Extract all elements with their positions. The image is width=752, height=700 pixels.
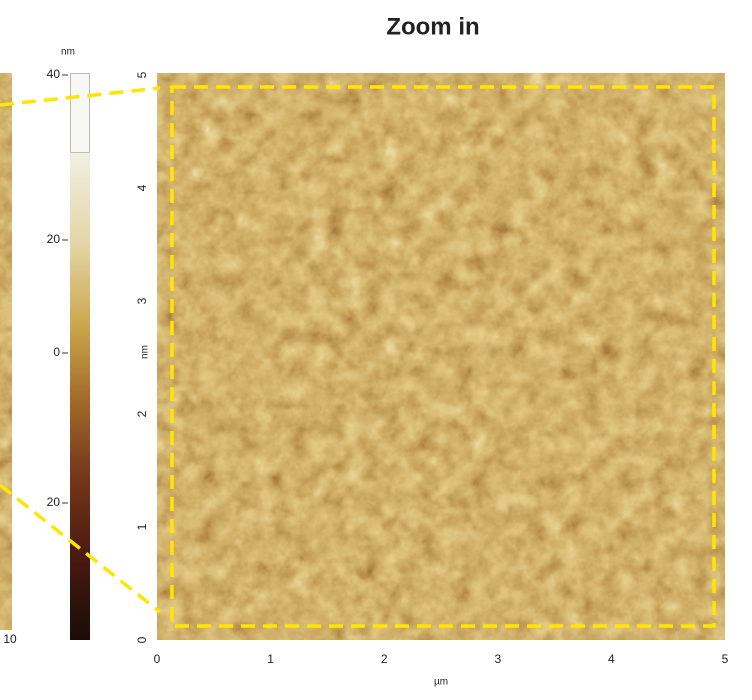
x-tick-label: 5 <box>722 652 729 666</box>
figure-title: Zoom in <box>386 13 479 40</box>
left-image-edge <box>0 73 12 630</box>
x-axis-label: µm <box>434 677 448 688</box>
zoom-markers <box>0 85 716 628</box>
y-axis-label: nm <box>140 345 151 359</box>
x-tick-label: 2 <box>381 652 388 666</box>
colorbar-unit: nm <box>61 47 75 58</box>
x-tick-label: 4 <box>608 652 615 666</box>
y-tick-label: 0 <box>135 636 149 643</box>
colorbar-top <box>70 73 90 153</box>
colorbar-tick-label: 20 <box>47 495 61 509</box>
left-x-tick-label: 10 <box>3 632 17 646</box>
x-tick-label: 1 <box>267 652 274 666</box>
y-tick-label: 4 <box>135 184 149 191</box>
y-tick-label: 5 <box>135 71 149 78</box>
x-tick-label: 3 <box>494 652 501 666</box>
colorbar <box>70 73 90 640</box>
colorbar-tick-label: 20 <box>47 232 61 246</box>
afm-image <box>157 73 725 640</box>
x-tick-label: 0 <box>154 652 161 666</box>
zoom-line <box>0 86 161 107</box>
colorbar-ticks: 40 20 0 20 <box>47 67 68 509</box>
y-tick-label: 3 <box>135 297 149 304</box>
colorbar-tick-label: 0 <box>53 345 60 359</box>
y-tick-label: 2 <box>135 410 149 417</box>
zoom-box <box>170 85 716 628</box>
zoom-line <box>0 483 162 614</box>
axes: 0 1 2 3 4 5 0 1 2 3 4 5 <box>135 71 728 666</box>
colorbar-tick-label: 40 <box>47 67 61 81</box>
y-tick-label: 1 <box>135 523 149 530</box>
